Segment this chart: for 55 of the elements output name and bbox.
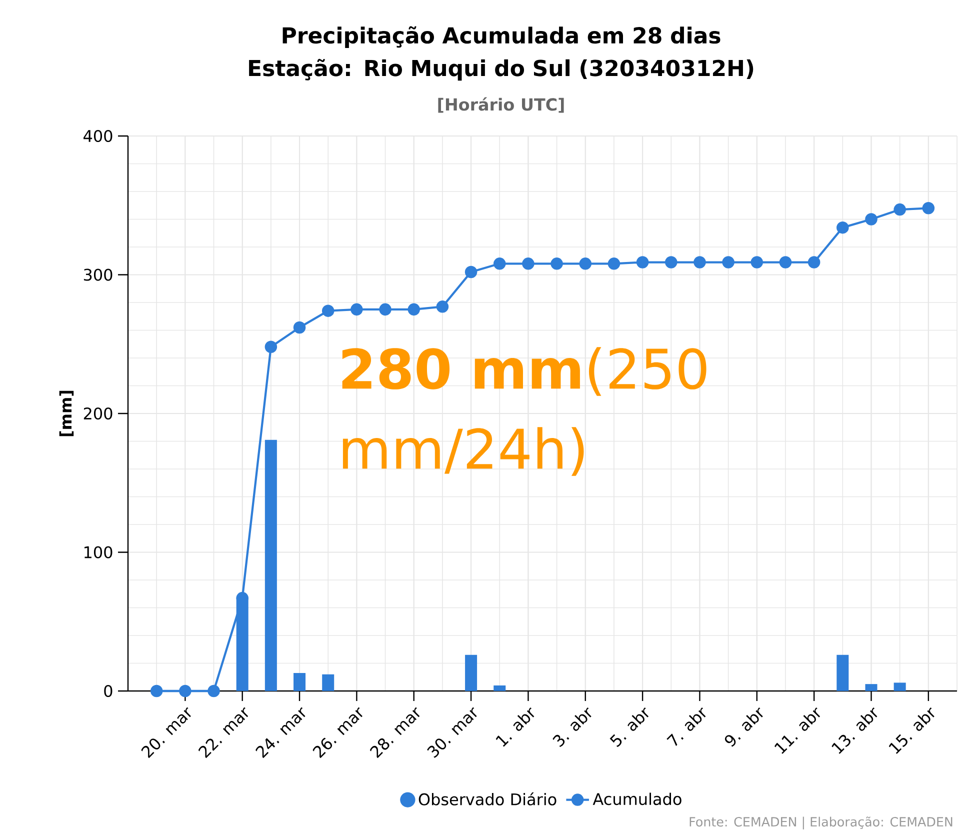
bar: [294, 672, 306, 691]
point: [493, 258, 506, 270]
point: [179, 684, 192, 698]
x-tick-label: 7. abr: [666, 707, 706, 746]
point: [379, 303, 392, 316]
point: [722, 256, 734, 268]
x-tick-label: 11. abr: [774, 707, 820, 754]
chart-subtitle: [Horário UTC]: [438, 97, 564, 113]
y-tick-label: 100: [84, 546, 112, 558]
legend-label: Observado Diário: [418, 792, 556, 806]
point: [264, 340, 278, 354]
bar: [264, 440, 277, 691]
bar: [494, 685, 506, 691]
y-tick-label: 300: [84, 268, 112, 281]
point: [208, 684, 220, 698]
y-tick-label: 400: [84, 130, 112, 142]
x-tick-label: 5. abr: [610, 707, 649, 748]
legend-label: Acumulado: [592, 792, 682, 806]
bar: [836, 654, 849, 691]
point: [779, 256, 792, 268]
x-tick-label: 15. abr: [888, 707, 934, 754]
y-axis-title: [mm]: [59, 390, 74, 436]
point: [750, 256, 764, 268]
point: [636, 256, 649, 268]
point: [694, 256, 706, 268]
point: [464, 266, 478, 278]
point: [550, 258, 563, 270]
point: [836, 221, 849, 234]
x-tick-label: 3. abr: [552, 707, 592, 747]
point: [293, 321, 306, 334]
point: [608, 258, 620, 270]
annotation: 280 mm(250 mm/24h): [342, 347, 706, 476]
point: [579, 258, 592, 270]
x-tick-label: 9. abr: [724, 707, 763, 747]
point: [808, 256, 820, 268]
x-tick-label: 13. abr: [832, 707, 878, 754]
point: [150, 684, 163, 698]
bar: [322, 674, 334, 691]
bar: [465, 654, 478, 691]
y-tick-label: 200: [84, 407, 112, 420]
source-note: Fonte: CEMADEN | Elaboração: CEMADEN: [690, 816, 952, 830]
point: [436, 300, 449, 313]
point: [894, 203, 906, 216]
x-tick-label: 1. abr: [496, 707, 534, 747]
point: [522, 258, 534, 270]
point: [322, 304, 334, 317]
point: [665, 256, 678, 268]
y-tick-label: 0: [104, 684, 112, 698]
point: [408, 303, 420, 316]
chart-title: Precipitação Acumulada em 28 dias Estação: Rio Muqui do Sul (320340312H): [249, 26, 754, 81]
point: [350, 303, 363, 316]
point: [922, 202, 935, 214]
point: [865, 213, 878, 226]
bar: [865, 684, 878, 691]
bar: [894, 682, 906, 691]
